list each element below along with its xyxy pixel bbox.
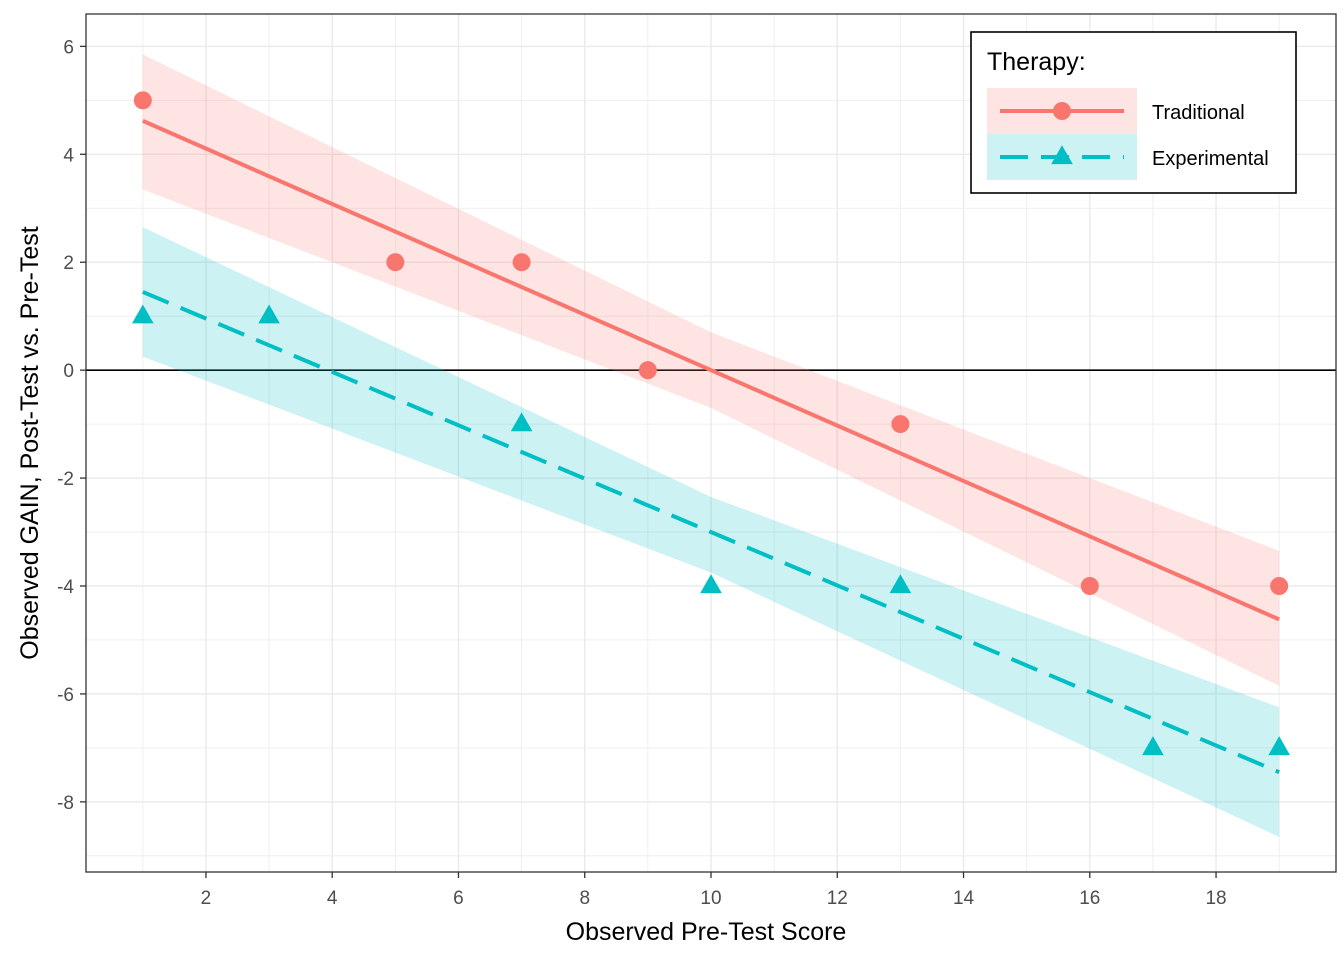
- data-point-traditional: [638, 361, 657, 380]
- y-tick-label: -6: [57, 685, 74, 706]
- legend-key-marker-traditional: [1053, 102, 1071, 120]
- x-tick-label: 18: [1205, 888, 1226, 909]
- x-axis-title: Observed Pre-Test Score: [566, 918, 847, 946]
- data-point-traditional: [386, 253, 405, 272]
- fit-line-traditional: [142, 119, 1280, 622]
- data-point-traditional: [891, 415, 910, 434]
- y-tick-label: -2: [57, 469, 74, 490]
- data-point-experimental: [258, 304, 280, 324]
- data-point-experimental: [700, 574, 722, 594]
- data-point-experimental: [132, 304, 154, 324]
- x-axis-ticks: 2 4 6 8 10 12 14 16 18: [201, 872, 1227, 909]
- data-point-traditional: [512, 253, 531, 272]
- y-tick-label: 2: [63, 253, 74, 274]
- y-tick-label: 6: [63, 37, 74, 58]
- x-tick-label: 12: [827, 888, 848, 909]
- legend: Therapy: Traditional Experimental: [970, 31, 1297, 194]
- x-tick-label: 2: [201, 888, 212, 909]
- legend-label-traditional: Traditional: [1152, 102, 1245, 124]
- legend-key-marker-experimental: [1051, 145, 1073, 165]
- y-tick-label: 4: [63, 145, 74, 166]
- data-point-traditional: [1270, 577, 1289, 595]
- x-tick-label: 10: [700, 888, 721, 909]
- y-tick-label: -8: [57, 793, 74, 814]
- data-point-experimental: [1268, 736, 1290, 756]
- fit-lines: [142, 119, 1280, 775]
- x-tick-label: 16: [1079, 888, 1100, 909]
- data-point-experimental: [889, 574, 912, 594]
- data-point-experimental: [1142, 736, 1164, 756]
- x-tick-label: 8: [579, 888, 590, 909]
- fit-line-experimental: [142, 290, 1280, 775]
- legend-title: Therapy:: [987, 48, 1086, 76]
- legend-items: Traditional Experimental: [987, 88, 1269, 180]
- data-points: [132, 91, 1290, 756]
- x-tick-label: 4: [327, 888, 338, 909]
- y-tick-label: 0: [63, 361, 74, 382]
- legend-label-experimental: Experimental: [1152, 148, 1269, 170]
- data-point-traditional: [1080, 577, 1099, 595]
- y-axis-title: Observed GAIN, Post-Test vs. Pre-Test: [16, 226, 44, 660]
- data-point-traditional: [133, 91, 152, 110]
- x-tick-label: 6: [453, 888, 464, 909]
- x-tick-label: 14: [953, 888, 975, 909]
- y-tick-label: -4: [57, 577, 74, 598]
- data-point-experimental: [510, 412, 533, 432]
- y-axis-ticks: -8 -6 -4 -2 0 2 4 6: [57, 37, 86, 814]
